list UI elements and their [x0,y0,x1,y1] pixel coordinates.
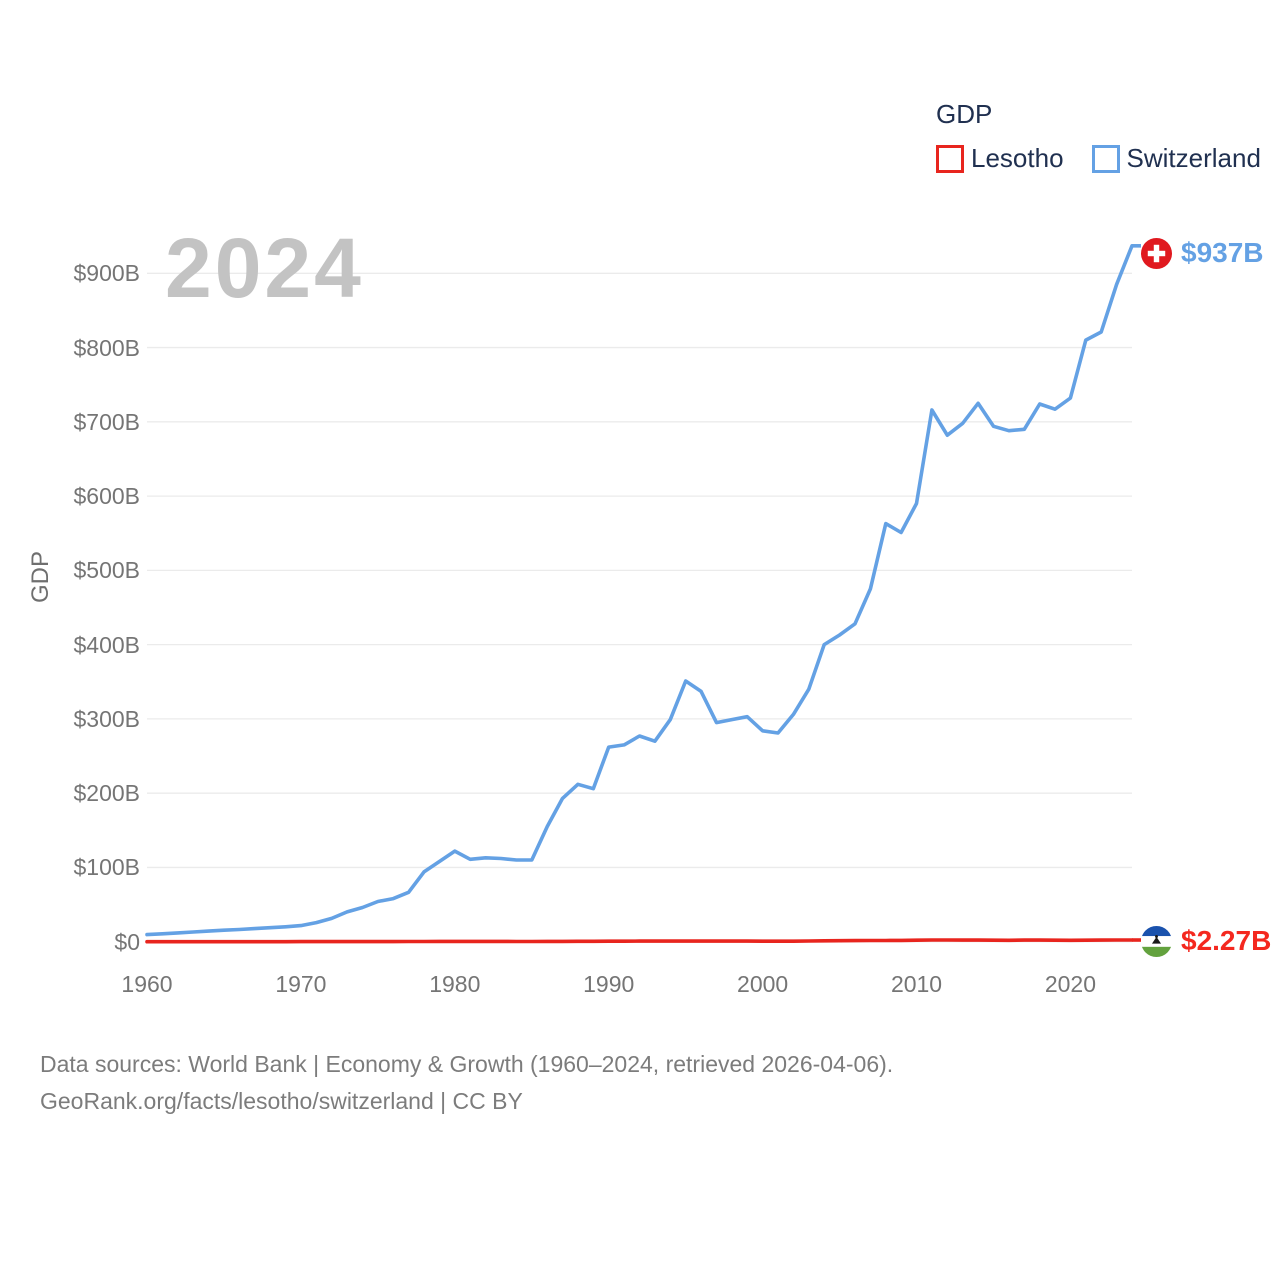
lesotho-end-label: $2.27B [1141,925,1271,957]
switzerland-end-label: $937B [1141,237,1264,269]
x-tick-label: 1970 [275,971,327,997]
y-tick-label: $700B [73,408,140,435]
y-tick-label: $100B [73,854,140,881]
x-tick-label: 2020 [1044,971,1097,997]
gdp-line-switzerland [145,244,1134,937]
x-tick-label: 1990 [583,971,635,997]
y-tick-label: $200B [73,780,140,807]
y-tick-label: $400B [73,631,140,658]
lesotho-legend-swatch[interactable] [936,144,964,173]
footer: Data sources: World Bank | Economy & Gro… [40,1046,893,1120]
legend-item-label: Switzerland [1126,143,1261,173]
watermark-year: 2024 [165,221,364,315]
legend-items: Lesotho Switzerland [936,143,1261,174]
legend: GDP Lesotho Switzerland [936,99,1261,174]
y-tick-label: $800B [73,334,140,361]
footer-attribution-url: GeoRank.org/facts/lesotho/switzerland | … [40,1088,523,1114]
lesotho-value-label: $2.27B [1181,925,1272,956]
footer-data-sources: Data sources: World Bank | Economy & Gro… [40,1051,894,1077]
y-tick-label: $600B [73,483,140,510]
x-tick-label: 1980 [429,971,481,997]
x-tick-label: 2000 [737,971,789,997]
switzerland-legend-swatch[interactable] [1091,144,1120,173]
y-tick-label: $500B [73,557,140,584]
lesotho-flag-icon [1141,925,1172,957]
legend-title: GDP [936,99,993,129]
legend-item-switzerland[interactable]: Switzerland [1091,143,1261,174]
x-tick-label: 1960 [121,971,173,997]
legend-item-lesotho[interactable]: Lesotho [936,143,1064,174]
y-tick-label: $300B [73,705,140,732]
switzerland-flag-icon [1141,237,1172,269]
y-tick-label: $900B [73,260,140,287]
legend-item-label: Lesotho [971,143,1064,173]
y-tick-label: $0 [114,928,140,955]
gdp-line-lesotho [145,938,1134,944]
x-tick-label: 2010 [890,971,943,997]
switzerland-value-label: $937B [1181,237,1264,268]
